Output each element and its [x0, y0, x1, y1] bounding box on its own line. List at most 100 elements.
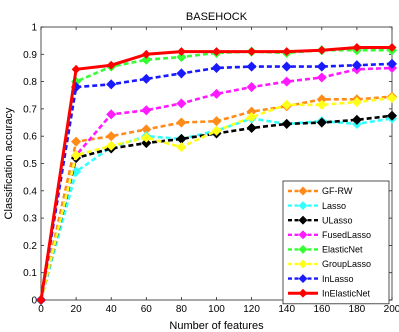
chart-title: BASEHOCK [186, 11, 248, 23]
legend-label: ULasso [322, 215, 353, 225]
data-point [351, 97, 362, 108]
legend-label: InElasticNet [322, 288, 371, 298]
y-tick-label: 0.8 [23, 77, 37, 88]
x-tick-label: 80 [176, 304, 188, 315]
plot-area: 0 20 40 60 80 100 120 140 160 180 200 0 0.1 0.2 0.3 0.4… [23, 23, 399, 316]
data-point [71, 166, 82, 177]
legend-entry: InElasticNet [288, 288, 371, 298]
y-tick-label: 0.6 [23, 132, 37, 143]
series-line [39, 66, 393, 301]
data-point [281, 118, 292, 129]
series-inelasticnet [36, 43, 397, 305]
legend-swatch-marker [298, 244, 308, 254]
data-point [141, 137, 152, 149]
data-point [281, 76, 292, 87]
legend-entry: FusedLasso [288, 230, 371, 240]
data-point [141, 54, 152, 65]
legend-entry: Lasso [288, 201, 346, 211]
x-tick-label: 60 [141, 304, 153, 315]
data-point [246, 82, 257, 93]
x-tick-label: 120 [243, 304, 260, 315]
data-point [211, 62, 222, 73]
legend-label: Lasso [322, 201, 346, 211]
x-axis-title: Number of features [169, 320, 264, 332]
x-tick-label: 160 [313, 304, 330, 315]
data-point [36, 295, 46, 305]
data-point [211, 88, 222, 99]
data-point [247, 47, 257, 57]
data-point [211, 125, 222, 136]
x-tick-label: 140 [278, 304, 295, 315]
x-tick-label: 40 [106, 304, 118, 315]
legend-label: InLasso [322, 274, 354, 284]
legend-label: GF-RW [322, 186, 353, 196]
data-point [141, 49, 151, 59]
legend-swatch-marker [298, 274, 308, 284]
y-tick-label: 0.9 [23, 50, 37, 61]
legend-swatch-marker [298, 259, 308, 269]
data-point [176, 117, 187, 128]
x-tick-label: 20 [71, 304, 83, 315]
data-point [176, 68, 187, 79]
legend-swatch-marker [298, 230, 308, 240]
data-point [141, 105, 152, 116]
y-tick-label: 1 [31, 23, 37, 34]
data-point [281, 61, 292, 72]
data-point [71, 64, 81, 74]
data-point [351, 60, 362, 71]
data-point [246, 112, 257, 123]
y-tick-label: 0.5 [23, 159, 37, 170]
y-axis-title: Classification accuracy [3, 107, 15, 219]
data-point [316, 117, 327, 128]
y-tick-label: 0.2 [23, 241, 37, 252]
legend-box [282, 180, 390, 305]
data-point [141, 73, 152, 84]
legend-entry: ElasticNet [288, 245, 363, 255]
data-point [316, 72, 327, 83]
data-point [316, 99, 327, 110]
legend-swatch-marker [298, 201, 308, 211]
legend-entry: ULasso [288, 215, 353, 225]
legend-entry: InLasso [288, 274, 354, 284]
data-point [106, 109, 117, 120]
series-inlasso [35, 58, 398, 306]
data-point [282, 47, 292, 57]
x-tick-label: 180 [349, 304, 366, 315]
legend-label: FusedLasso [322, 230, 371, 240]
data-point [176, 47, 186, 57]
x-tick-label: 0 [38, 304, 44, 315]
series-line [39, 62, 393, 301]
legend-label: ElasticNet [322, 245, 363, 255]
data-point [386, 58, 398, 69]
legend-swatch-marker [298, 215, 308, 225]
data-point [176, 133, 187, 144]
data-point [106, 79, 117, 90]
data-point [141, 132, 152, 143]
legend-entry: GroupLasso [288, 259, 371, 269]
data-point [212, 47, 221, 57]
data-point [317, 45, 327, 55]
data-point [387, 43, 397, 52]
data-point [281, 99, 292, 110]
data-point [106, 140, 117, 151]
data-point [176, 98, 187, 109]
data-point [316, 61, 327, 72]
legend-swatch-marker [298, 186, 308, 196]
y-tick-label: 0.4 [23, 186, 37, 197]
x-tick-label: 200 [384, 304, 399, 315]
data-point [246, 122, 257, 134]
legend-swatch-marker [298, 288, 308, 298]
data-point [71, 150, 82, 161]
y-tick-label: 0.1 [23, 268, 37, 279]
data-point [351, 114, 362, 125]
data-point [211, 116, 222, 127]
y-tick-label: 0 [31, 296, 37, 307]
data-point [106, 60, 116, 70]
data-point [176, 51, 187, 63]
y-tick-label: 0.3 [23, 214, 37, 225]
legend: GF-RW Lasso ULasso FusedLasso ElasticNet Grou… [282, 180, 390, 305]
y-tick-label: 0.7 [23, 104, 37, 115]
data-point [386, 92, 398, 104]
